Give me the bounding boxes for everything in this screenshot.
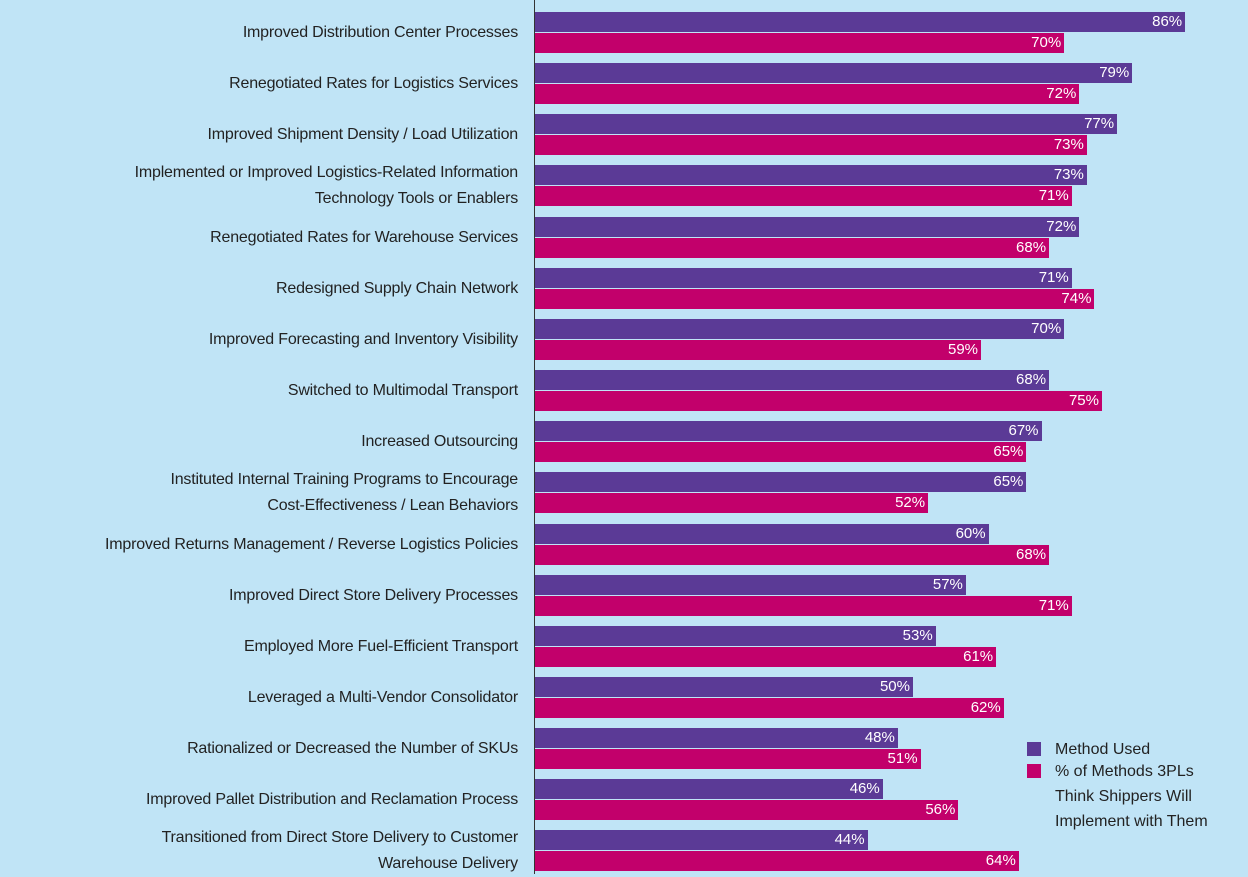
bar bbox=[535, 676, 913, 697]
value-label: 52% bbox=[895, 494, 926, 512]
category-label: Improved Shipment Density / Load Utiliza… bbox=[207, 126, 519, 144]
bar bbox=[535, 749, 921, 770]
bar bbox=[535, 493, 929, 514]
value-label: 48% bbox=[864, 729, 895, 747]
bar bbox=[535, 370, 1050, 391]
value-label: 53% bbox=[902, 626, 933, 644]
category-label: Switched to Multimodal Transport bbox=[287, 382, 518, 400]
bar bbox=[535, 442, 1027, 463]
value-label: 72% bbox=[1046, 217, 1077, 235]
category-label: Employed More Fuel-Efficient Transport bbox=[243, 637, 518, 655]
category-label: Instituted Internal Training Programs to… bbox=[170, 471, 518, 515]
value-label: 71% bbox=[1038, 268, 1069, 286]
bar bbox=[535, 186, 1072, 207]
value-label: 51% bbox=[887, 750, 918, 768]
category-label: Improved Returns Management / Reverse Lo… bbox=[105, 535, 518, 553]
bar bbox=[535, 697, 1004, 718]
legend-label: Method Used bbox=[1055, 741, 1151, 758]
bar bbox=[535, 216, 1080, 237]
value-label: 60% bbox=[955, 524, 986, 542]
value-label: 44% bbox=[834, 831, 865, 849]
bar bbox=[535, 63, 1133, 84]
bar bbox=[535, 391, 1102, 412]
bar bbox=[535, 728, 898, 749]
value-label: 65% bbox=[993, 473, 1024, 491]
value-label: 70% bbox=[1031, 34, 1062, 51]
bar bbox=[535, 267, 1072, 288]
bar bbox=[535, 33, 1065, 53]
value-label: 73% bbox=[1053, 166, 1084, 184]
bar bbox=[535, 830, 868, 851]
bar bbox=[535, 800, 959, 821]
value-label: 77% bbox=[1084, 115, 1115, 133]
bar bbox=[535, 779, 883, 800]
value-label: 79% bbox=[1099, 64, 1130, 82]
value-label: 62% bbox=[970, 698, 1001, 716]
bar bbox=[535, 574, 966, 595]
value-label: 68% bbox=[1016, 371, 1047, 389]
legend-swatch bbox=[1027, 742, 1041, 756]
bar bbox=[535, 544, 1050, 565]
value-label: 73% bbox=[1053, 136, 1084, 154]
value-label: 75% bbox=[1068, 392, 1099, 410]
value-label: 71% bbox=[1038, 187, 1069, 205]
value-label: 59% bbox=[948, 340, 979, 358]
legend-swatch bbox=[1027, 764, 1041, 778]
bar bbox=[535, 625, 936, 646]
bar bbox=[535, 339, 982, 360]
value-label: 57% bbox=[932, 575, 963, 593]
category-label: Rationalized or Decreased the Number of … bbox=[187, 740, 518, 758]
bar bbox=[535, 84, 1080, 105]
value-label: 65% bbox=[993, 443, 1024, 461]
category-label: Leveraged a Multi-Vendor Consolidator bbox=[247, 688, 518, 706]
bar bbox=[535, 421, 1042, 442]
category-label: Increased Outsourcing bbox=[361, 433, 518, 451]
category-label: Improved Pallet Distribution and Reclama… bbox=[146, 791, 518, 809]
value-label: 86% bbox=[1152, 13, 1183, 30]
bar bbox=[535, 646, 997, 667]
category-label: Transitioned from Direct Store Delivery … bbox=[161, 829, 519, 873]
value-label: 68% bbox=[1016, 238, 1047, 256]
bar bbox=[535, 472, 1027, 493]
value-label: 72% bbox=[1046, 85, 1077, 103]
bar bbox=[535, 165, 1087, 186]
legend-label: % of Methods 3PLs Think Shippers Will Im… bbox=[1055, 763, 1208, 830]
value-label: 67% bbox=[1008, 422, 1039, 440]
category-label: Implemented or Improved Logistics-Relate… bbox=[134, 164, 519, 208]
value-label: 74% bbox=[1061, 289, 1092, 307]
value-label: 46% bbox=[849, 780, 880, 798]
bar bbox=[535, 523, 989, 544]
bar bbox=[535, 12, 1186, 32]
bar bbox=[535, 237, 1050, 258]
value-label: 50% bbox=[879, 677, 910, 695]
value-label: 70% bbox=[1031, 319, 1062, 337]
value-label: 71% bbox=[1038, 596, 1069, 614]
value-label: 56% bbox=[925, 801, 956, 819]
value-label: 64% bbox=[985, 852, 1016, 870]
bar bbox=[535, 288, 1095, 309]
category-label: Renegotiated Rates for Warehouse Service… bbox=[210, 228, 518, 246]
bar bbox=[535, 135, 1087, 156]
category-label: Improved Distribution Center Processes bbox=[242, 24, 518, 41]
value-label: 61% bbox=[963, 647, 994, 665]
category-label: Redesigned Supply Chain Network bbox=[276, 279, 518, 297]
bar bbox=[535, 851, 1019, 872]
value-label: 68% bbox=[1016, 545, 1047, 563]
bar bbox=[535, 595, 1072, 616]
bar bbox=[535, 114, 1118, 135]
bar bbox=[535, 318, 1065, 339]
category-label: Renegotiated Rates for Logistics Service… bbox=[229, 75, 518, 93]
category-label: Improved Direct Store Delivery Processes bbox=[229, 586, 518, 604]
axis-line bbox=[534, 0, 535, 874]
category-label: Improved Forecasting and Inventory Visib… bbox=[208, 330, 518, 348]
